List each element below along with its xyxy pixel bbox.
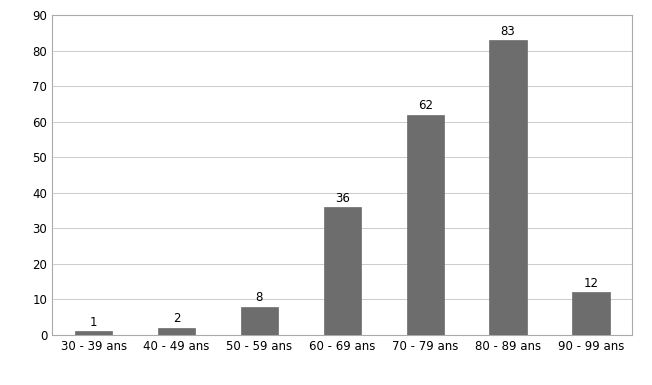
Bar bbox=[158, 328, 195, 335]
Text: 83: 83 bbox=[501, 25, 516, 38]
Text: 62: 62 bbox=[418, 99, 433, 112]
Bar bbox=[572, 292, 610, 335]
Text: 2: 2 bbox=[173, 312, 180, 325]
Bar bbox=[323, 207, 361, 335]
Text: 36: 36 bbox=[335, 192, 349, 205]
Bar bbox=[241, 306, 278, 335]
Bar bbox=[407, 115, 444, 335]
Text: 12: 12 bbox=[584, 277, 599, 290]
Bar bbox=[490, 40, 527, 335]
Text: 8: 8 bbox=[256, 291, 263, 304]
Text: 1: 1 bbox=[90, 316, 97, 329]
Bar bbox=[75, 331, 112, 335]
